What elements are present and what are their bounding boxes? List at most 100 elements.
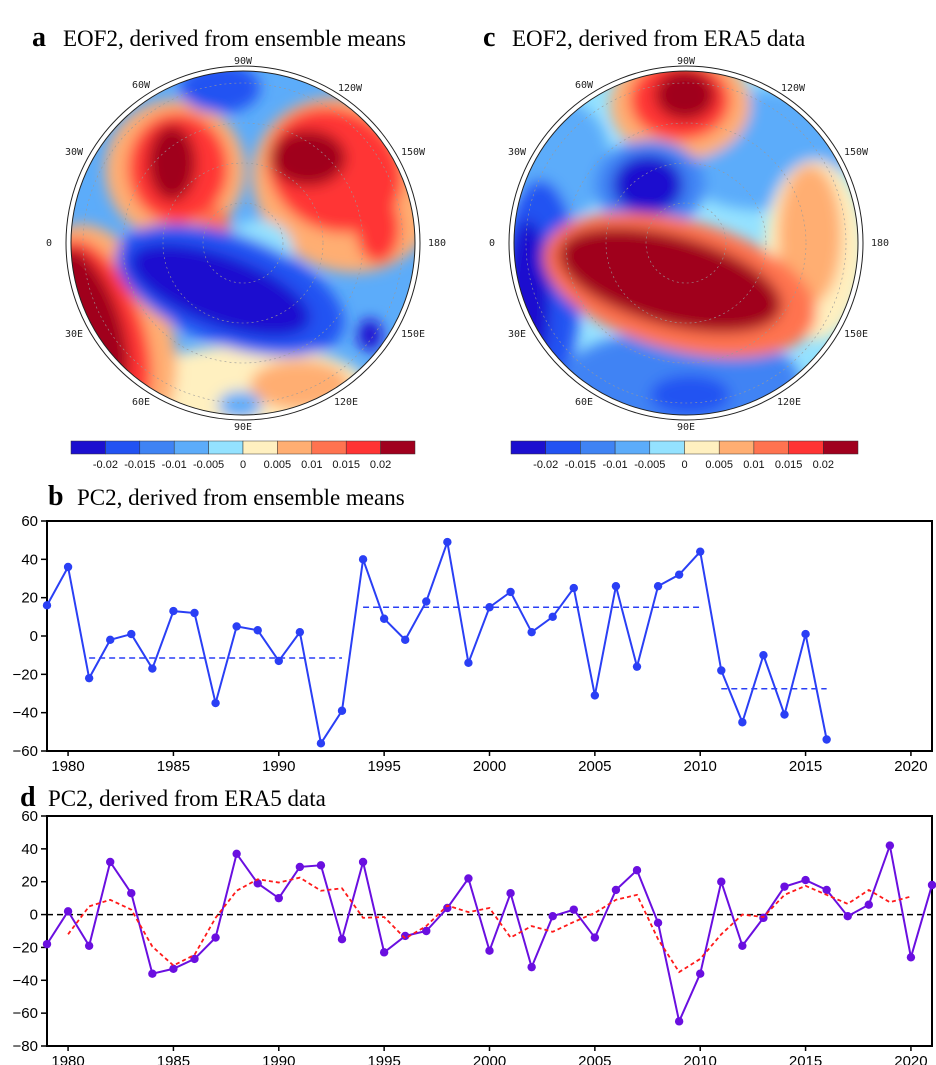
colorbar-swatch [718,440,755,455]
data-point [443,903,452,913]
data-point [696,969,705,978]
colorbar-swatch [311,440,347,455]
data-point [169,606,178,616]
colorbar-swatch [580,440,616,455]
panel-letter: a [32,22,46,53]
data-point [190,608,199,618]
colorbar-label: 0.015 [332,459,360,471]
data-point [316,861,326,870]
colorbar-c: -0.02 -0.015 -0.01 -0.005 0 0.005 0.01 0.015 0.0… [510,440,859,471]
contour-region [148,125,196,201]
data-point [148,664,157,673]
data-point [337,935,347,944]
data-point [674,570,684,579]
y-tick-label: 40 [21,551,38,568]
colorbar-label: -0.015 [124,459,155,471]
data-point [42,601,52,610]
colorbar-swatch [105,440,141,455]
data-point [674,1017,684,1026]
colorbar-label: 0.005 [705,459,733,471]
colorbar-swatch [345,440,381,455]
lon-label: 120W [338,83,363,94]
lon-label: 60W [575,80,594,91]
chart-d: −80 −60 −40 −20 0 20 40 60 1980 1985 1990 1995 2000 2… [13,808,936,1065]
x-tick-label: 2000 [473,758,506,775]
map-outer-border [508,65,864,421]
x-tick-label: 1995 [367,1053,400,1065]
lon-label: 90W [677,56,696,67]
data-point [295,862,305,872]
contour-region [356,193,400,263]
y-tick-label: −40 [13,705,38,722]
latitude-circles [82,82,404,404]
lon-label: 90E [234,422,252,433]
data-point [63,907,73,916]
data-point [274,893,283,903]
lon-label: 150W [844,147,869,158]
y-tick-label: 0 [30,628,38,645]
colorbar-label: 0.02 [370,459,391,471]
data-point [738,941,747,950]
lon-label: 90E [677,422,695,433]
y-tick-label: 0 [30,907,38,924]
data-point [548,912,557,921]
data-point [548,612,557,622]
data-point [379,614,389,623]
data-point [843,912,852,921]
colorbar-label: 0 [681,459,687,471]
lon-label: 150E [844,329,868,340]
contour-region [778,165,842,305]
data-point [927,880,936,890]
contour-region [218,391,262,415]
data-point [822,885,831,895]
map-outer-border [65,65,421,421]
data-point [232,849,241,858]
colorbar-swatch [684,440,720,455]
data-point [590,691,600,700]
data-point [485,603,494,612]
y-tick-label: −60 [13,743,38,760]
y-tick-label: 60 [21,808,38,825]
data-point [780,710,789,719]
colorbar-swatch [545,440,581,455]
contour-region [180,71,260,113]
y-tick-label: 20 [21,874,38,891]
data-point [506,889,515,898]
colorbar-swatch [649,440,685,455]
data-point [569,905,578,914]
panel-letter: c [483,22,495,53]
data-point [590,933,600,942]
data-point [358,555,368,564]
colorbar-swatch [614,440,651,455]
data-point [906,953,916,962]
data-point [864,900,873,909]
data-point [211,933,220,942]
y-tick-label: 20 [21,590,38,607]
lon-label: 0 [46,238,52,249]
data-point [464,658,473,668]
y-tick-label: 40 [21,841,38,858]
colorbar-a: -0.02 -0.015 -0.01 -0.005 0 0.005 0.01 0.015 0.0… [70,440,416,471]
colorbar-label: -0.02 [533,459,558,471]
map-border [70,70,416,416]
data-point [464,874,473,883]
colorbar-label: 0.02 [813,459,834,471]
lon-label: 120E [334,397,358,408]
data-point [337,706,347,715]
data-point [42,939,52,949]
colorbar-label: -0.005 [193,459,224,471]
data-point [780,882,789,891]
data-point [738,718,747,727]
data-point [84,673,94,683]
data-point [717,877,726,886]
data-point [801,875,810,885]
data-point [569,583,578,593]
data-point [127,629,136,639]
data-point [169,964,178,973]
lon-label: 150W [401,147,426,158]
colorbar-swatch [823,440,859,455]
data-point [358,857,368,867]
lon-label: 30E [508,329,526,340]
colorbar-swatch [173,440,209,455]
colorbar-label: 0.01 [743,459,764,471]
